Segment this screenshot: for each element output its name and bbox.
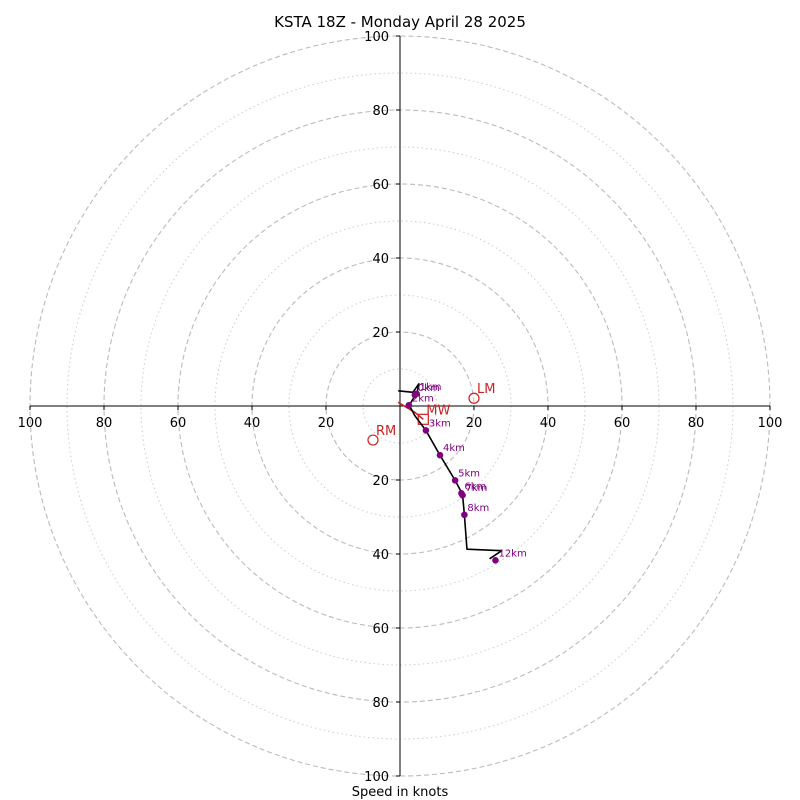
level-point-1km xyxy=(413,390,420,398)
level-label-6km: 6km xyxy=(464,481,486,492)
y-tick-label: 20 xyxy=(372,474,389,489)
x-tick-label: 20 xyxy=(318,416,335,431)
level-label-4km: 4km xyxy=(443,443,465,454)
y-tick-label: 40 xyxy=(372,252,389,267)
x-tick-label: 100 xyxy=(18,416,43,431)
y-tick-label: 40 xyxy=(372,548,389,563)
level-label-7km: 7km xyxy=(466,483,488,494)
level-point-4km xyxy=(436,451,444,459)
storm-motion-rm-label: RM xyxy=(376,424,396,439)
storm-motion-rm-marker xyxy=(367,434,379,446)
y-tick-label: 100 xyxy=(364,30,389,45)
x-axis-label: Speed in knots xyxy=(352,785,449,800)
level-point-5km xyxy=(451,477,459,484)
y-tick-label: 20 xyxy=(372,326,389,341)
y-tick-label: 60 xyxy=(372,178,389,193)
mean-wind-vector xyxy=(397,401,424,420)
storm-motion-layer: LM MW RM xyxy=(367,382,495,446)
axes xyxy=(30,36,770,776)
level-point-3km xyxy=(422,427,430,434)
level-point-12km xyxy=(492,556,499,564)
level-label-3km: 3km xyxy=(429,418,451,429)
level-label-1km: 1km xyxy=(420,382,442,393)
level-label-12km: 12km xyxy=(498,548,526,559)
x-tick-label: 20 xyxy=(466,416,483,431)
level-label-0km: 0km xyxy=(418,383,440,394)
storm-motion-mw-label: MW xyxy=(426,403,450,418)
storm-motion-lm-label: LM xyxy=(477,382,495,397)
level-point-7km xyxy=(459,491,466,499)
x-tick-label: 60 xyxy=(170,416,187,431)
chart-title: KSTA 18Z - Monday April 28 2025 xyxy=(274,13,526,31)
level-label-5km: 5km xyxy=(458,468,480,479)
storm-motion-lm-marker xyxy=(468,392,480,404)
y-tick-label: 80 xyxy=(372,696,389,711)
x-tick-label: 60 xyxy=(614,416,631,431)
x-tick-label: 40 xyxy=(540,416,557,431)
x-tick-label: 40 xyxy=(244,416,261,431)
x-tick-label: 80 xyxy=(688,416,705,431)
y-tick-label: 60 xyxy=(372,622,389,637)
y-tick-label: 80 xyxy=(372,104,389,119)
x-tick-label: 80 xyxy=(96,416,113,431)
level-label-2km: 2km xyxy=(412,393,434,404)
tick-labels: 100 80 60 40 20 20 40 60 80 100 100 80 60 40 20 20 40 60 8… xyxy=(18,30,783,785)
level-label-8km: 8km xyxy=(467,503,489,514)
y-tick-label: 100 xyxy=(364,770,389,785)
level-point-8km xyxy=(461,511,468,519)
x-tick-label: 100 xyxy=(758,416,783,431)
level-point-2km xyxy=(405,401,413,409)
